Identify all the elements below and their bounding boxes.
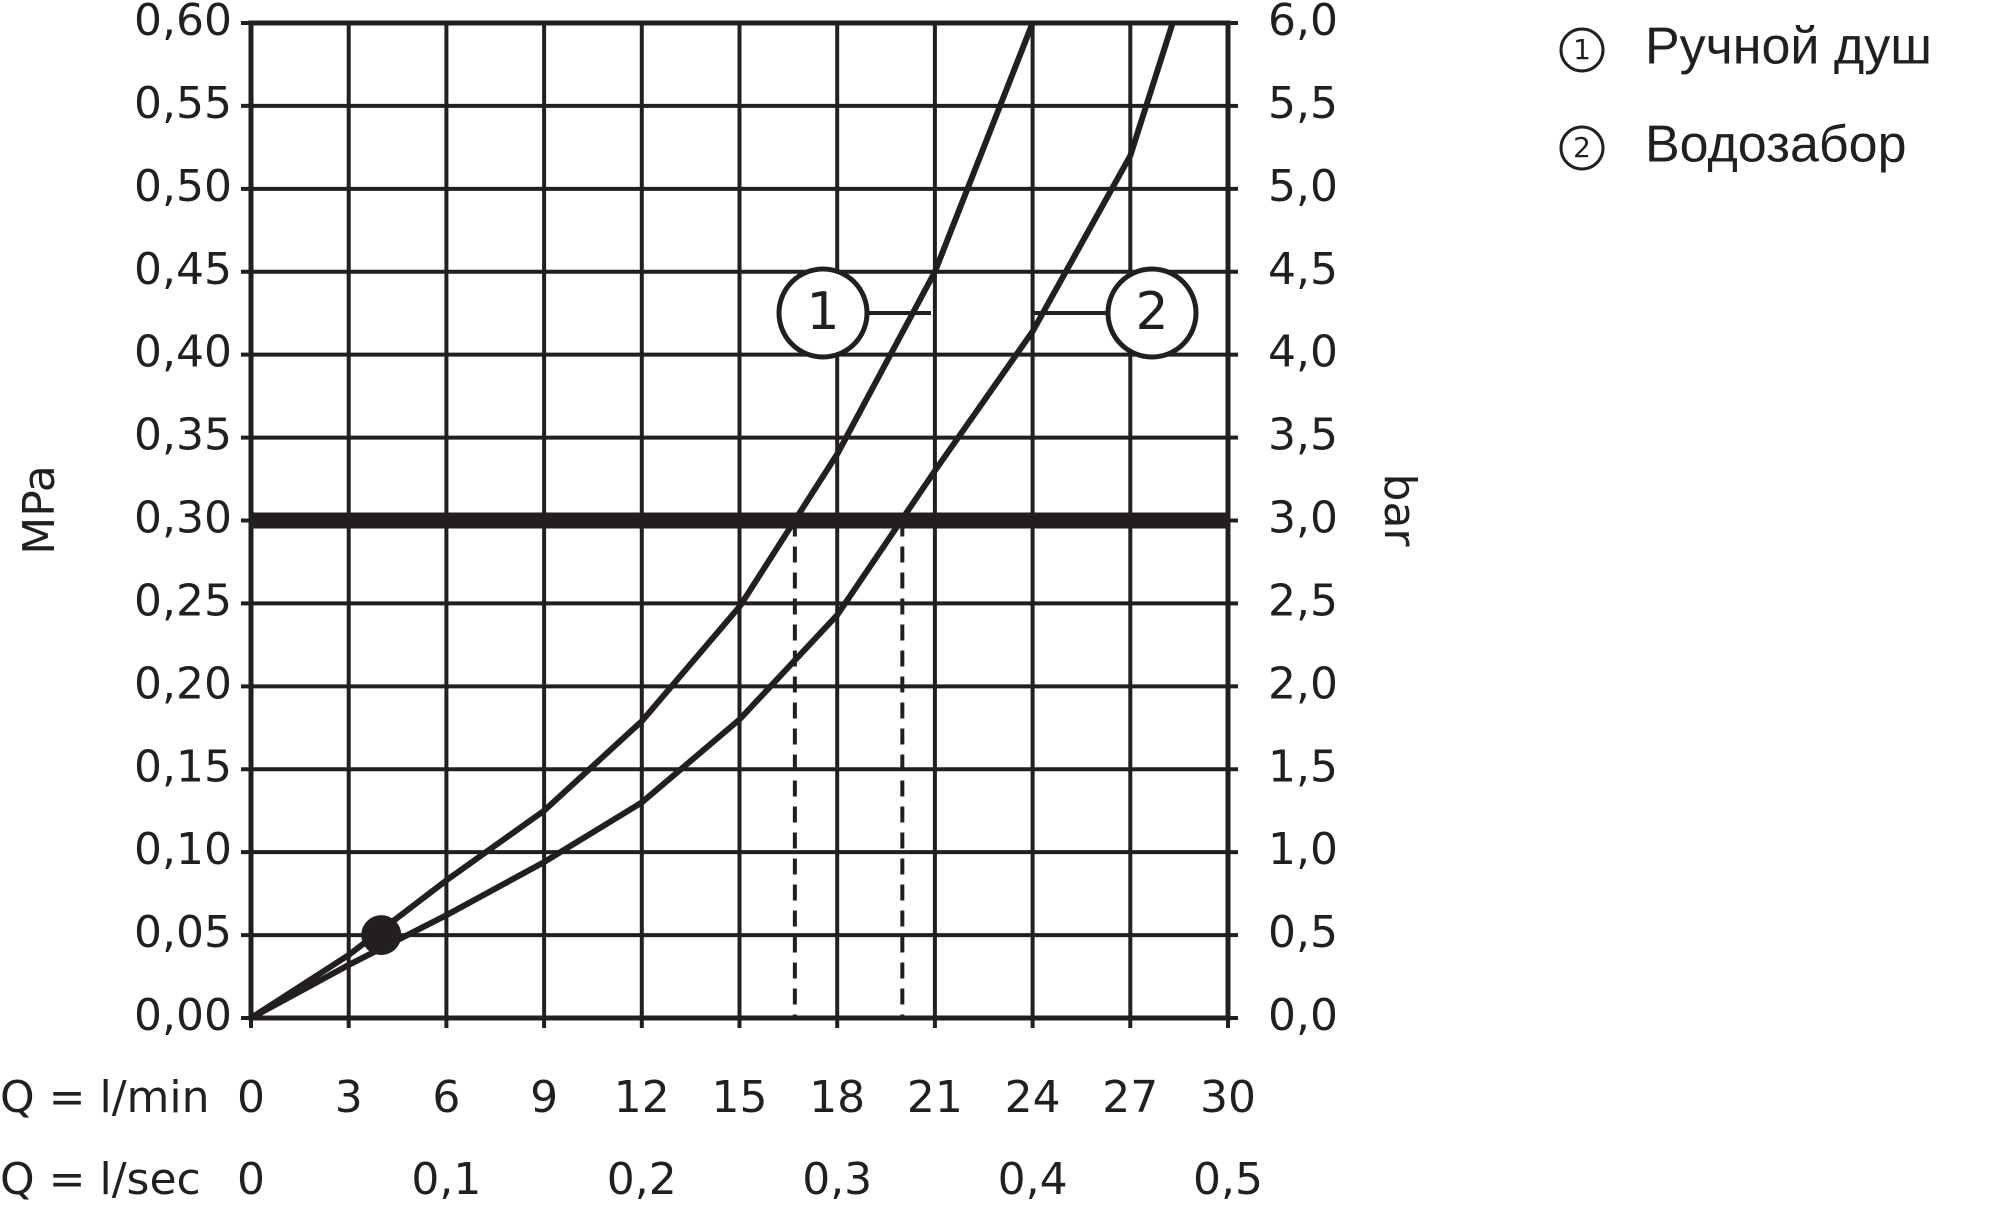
- callout-label: 1: [806, 282, 839, 342]
- x2-tick-label: 0,5: [1193, 1154, 1263, 1205]
- legend-number: 2: [1573, 131, 1591, 164]
- y-tick-label: 0,45: [134, 244, 232, 295]
- legend-number: 1: [1573, 33, 1591, 66]
- x-tick-label: 9: [530, 1072, 558, 1123]
- y-axis-label: MPa: [14, 465, 65, 554]
- x-tick-label: 15: [712, 1072, 768, 1123]
- x2-tick-label: 0,2: [607, 1154, 677, 1205]
- y2-tick-label: 6,0: [1268, 0, 1338, 46]
- legend-text: Ручной душ: [1645, 18, 1932, 76]
- x2-tick-label: 0: [237, 1154, 265, 1205]
- x2-axis-label: Q = l/sec: [0, 1154, 201, 1205]
- y-tick-label: 0,05: [134, 907, 232, 958]
- y2-tick-label: 1,0: [1268, 824, 1338, 875]
- y2-tick-label: 0,0: [1268, 990, 1338, 1041]
- x-tick-label: 27: [1102, 1072, 1158, 1123]
- y2-tick-label: 4,5: [1268, 244, 1338, 295]
- x2-tick-label: 0,3: [802, 1154, 872, 1205]
- y-tick-label: 0,00: [134, 990, 232, 1041]
- y2-tick-label: 2,5: [1268, 575, 1338, 626]
- x2-tick-label: 0,4: [998, 1154, 1068, 1205]
- legend-text: Водозабор: [1645, 116, 1907, 174]
- y2-tick-label: 5,0: [1268, 161, 1338, 212]
- x-tick-label: 30: [1200, 1072, 1256, 1123]
- y-tick-label: 0,20: [134, 658, 232, 709]
- y-tick-label: 0,55: [134, 78, 232, 129]
- y2-tick-label: 3,0: [1268, 493, 1338, 544]
- x-tick-label: 3: [335, 1072, 363, 1123]
- legend-circle: [1559, 125, 1605, 171]
- y-tick-label: 0,10: [134, 824, 232, 875]
- y-tick-label: 0,60: [134, 0, 232, 46]
- x-tick-label: 0: [237, 1072, 265, 1123]
- x-tick-label: 18: [809, 1072, 865, 1123]
- callout-circle: [1105, 266, 1199, 360]
- operating-point: [361, 915, 402, 956]
- y2-tick-label: 5,5: [1268, 78, 1338, 129]
- y-tick-label: 0,50: [134, 161, 232, 212]
- y2-tick-label: 0,5: [1268, 907, 1338, 958]
- y2-tick-label: 4,0: [1268, 327, 1338, 378]
- y-tick-label: 0,40: [134, 327, 232, 378]
- x2-tick-label: 0,1: [411, 1154, 481, 1205]
- x-tick-label: 6: [432, 1072, 460, 1123]
- y-tick-label: 0,30: [134, 493, 232, 544]
- x-tick-label: 24: [1005, 1072, 1061, 1123]
- legend-circle: [1559, 27, 1605, 73]
- callout-label: 2: [1135, 282, 1168, 342]
- x-axis-label: Q = l/min: [0, 1072, 210, 1123]
- y2-tick-label: 2,0: [1268, 658, 1338, 709]
- y-tick-label: 0,25: [134, 575, 232, 626]
- curve: [249, 22, 1176, 1021]
- y-tick-label: 0,35: [134, 410, 232, 461]
- y2-axis-label: bar: [1374, 474, 1425, 548]
- x-tick-label: 21: [907, 1072, 963, 1123]
- x-tick-label: 12: [614, 1072, 670, 1123]
- callout-circle: [776, 266, 870, 360]
- y2-tick-label: 1,5: [1268, 741, 1338, 792]
- y-tick-label: 0,15: [134, 741, 232, 792]
- y2-tick-label: 3,5: [1268, 410, 1338, 461]
